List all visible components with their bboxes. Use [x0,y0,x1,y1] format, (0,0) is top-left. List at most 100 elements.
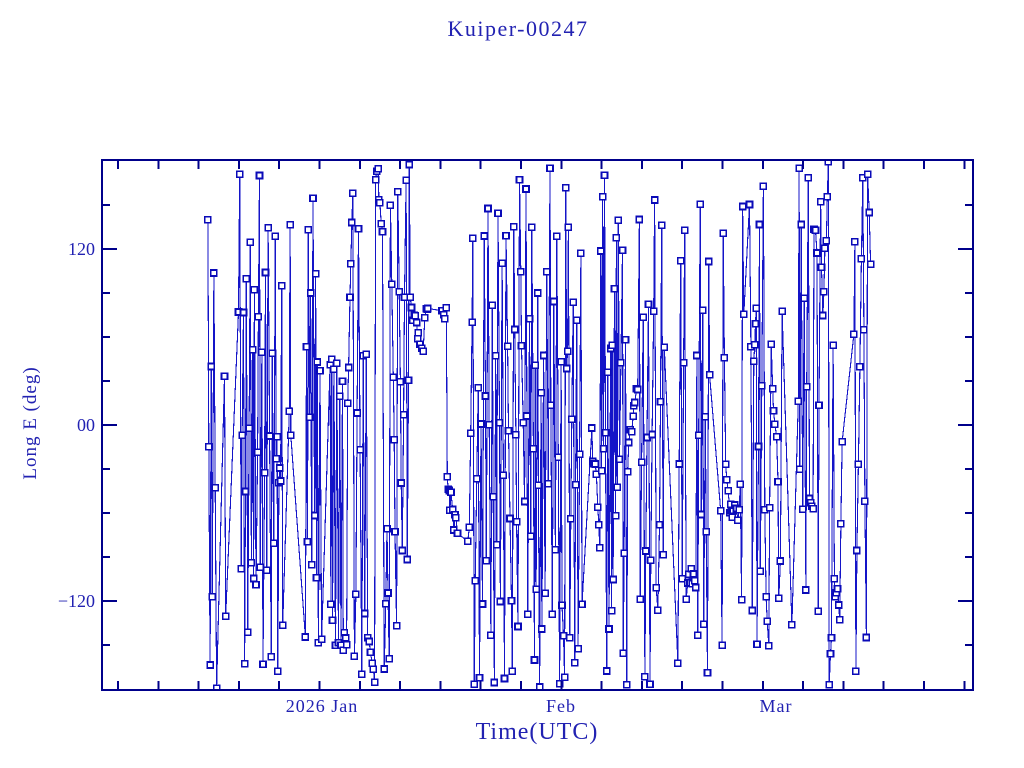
data-point-marker [735,505,744,514]
data-point-marker [301,633,310,641]
data-point-marker [305,413,314,422]
data-point-marker [857,255,866,263]
data-point-marker [221,612,230,620]
data-point-marker [277,282,286,290]
data-point-marker [494,209,502,217]
data-point-marker [551,545,560,554]
data-point-marker [527,223,536,232]
data-point-marker [567,415,576,424]
data-point-marker [762,592,770,601]
data-point-marker [811,226,820,235]
data-point-marker [738,202,747,211]
data-point-marker [575,450,584,459]
data-point-marker [260,468,269,477]
data-point-marker [259,660,267,669]
x-tick-label-feb: Feb [546,696,576,716]
data-point-marker [539,351,548,360]
data-point-marker [657,221,666,230]
data-point-marker [562,364,571,373]
data-point-marker [496,597,505,606]
data-point-marker [354,225,363,233]
data-point-marker [627,428,636,436]
data-point-marker [420,313,429,322]
data-point-marker [704,257,713,266]
data-point-marker [816,197,825,206]
data-point-marker [514,622,522,631]
data-point-marker [795,164,803,172]
data-point-marker [716,506,725,515]
data-point-marker [278,621,287,630]
data-point-marker [655,521,664,529]
data-point-marker [767,340,776,348]
data-point-marker [795,465,804,474]
data-point-marker [490,678,499,687]
data-point-marker [362,350,371,359]
data-point-marker [273,667,282,676]
data-point-marker [737,595,746,604]
x-axis-title: Time(UTC) [475,719,599,745]
data-point-marker [538,625,546,633]
data-point-marker [620,549,628,557]
data-point-marker [838,438,846,446]
y-tick-label-neg120: −120 [57,591,95,611]
data-point-marker [271,232,280,241]
data-point-marker [503,342,512,351]
data-point-marker [621,336,630,344]
data-point-marker [652,584,661,592]
data-point-marker [718,641,726,650]
data-point-marker [552,232,561,240]
data-point-marker [794,397,803,406]
data-point-marker [809,504,817,513]
data-point-marker [690,576,699,585]
data-point-marker [659,551,668,559]
data-point-marker [623,467,632,476]
data-point-marker [482,556,491,565]
data-point-marker [316,366,324,375]
data-point-marker [393,187,402,196]
data-point-marker [412,318,421,327]
data-point-marker [820,287,828,296]
data-point-marker [477,420,485,428]
data-point-marker [248,345,257,354]
data-point-marker [649,307,658,315]
data-point-marker [249,574,258,583]
data-point-marker [572,316,581,325]
data-point-marker [721,460,730,469]
data-point-marker [595,543,604,552]
data-point-marker [246,238,255,247]
data-point-marker [247,558,256,567]
data-point-marker [570,658,579,667]
data-point-marker [471,576,480,585]
data-point-marker [440,314,449,323]
data-point-marker [798,505,807,514]
data-point-marker [332,359,341,368]
data-point-marker [598,192,607,201]
data-point-marker [357,670,366,678]
data-point-marker [763,617,772,626]
data-point-marker [680,226,689,235]
data-point-marker [676,256,685,265]
data-point-marker [402,176,410,185]
data-point-marker [776,557,785,565]
data-point-marker [210,269,218,277]
data-point-marker [593,503,602,512]
data-point-marker [571,480,580,489]
data-point-marker [546,401,555,410]
data-point-marker [478,600,487,608]
data-point-marker [644,300,653,309]
data-point-marker [211,484,219,492]
data-point-marker [774,594,783,603]
data-point-marker [599,444,608,453]
data-point-marker [821,244,829,252]
data-point-marker [504,427,513,435]
data-point-marker [403,555,412,564]
data-point-marker [500,674,509,683]
data-point-marker [411,311,420,320]
data-point-marker [778,307,786,316]
data-point-marker [348,218,356,227]
data-point-marker [335,392,344,401]
data-point-marker [814,607,823,616]
data-point-marker [751,320,760,328]
data-point-marker [387,280,396,289]
data-point-marker [377,219,386,228]
